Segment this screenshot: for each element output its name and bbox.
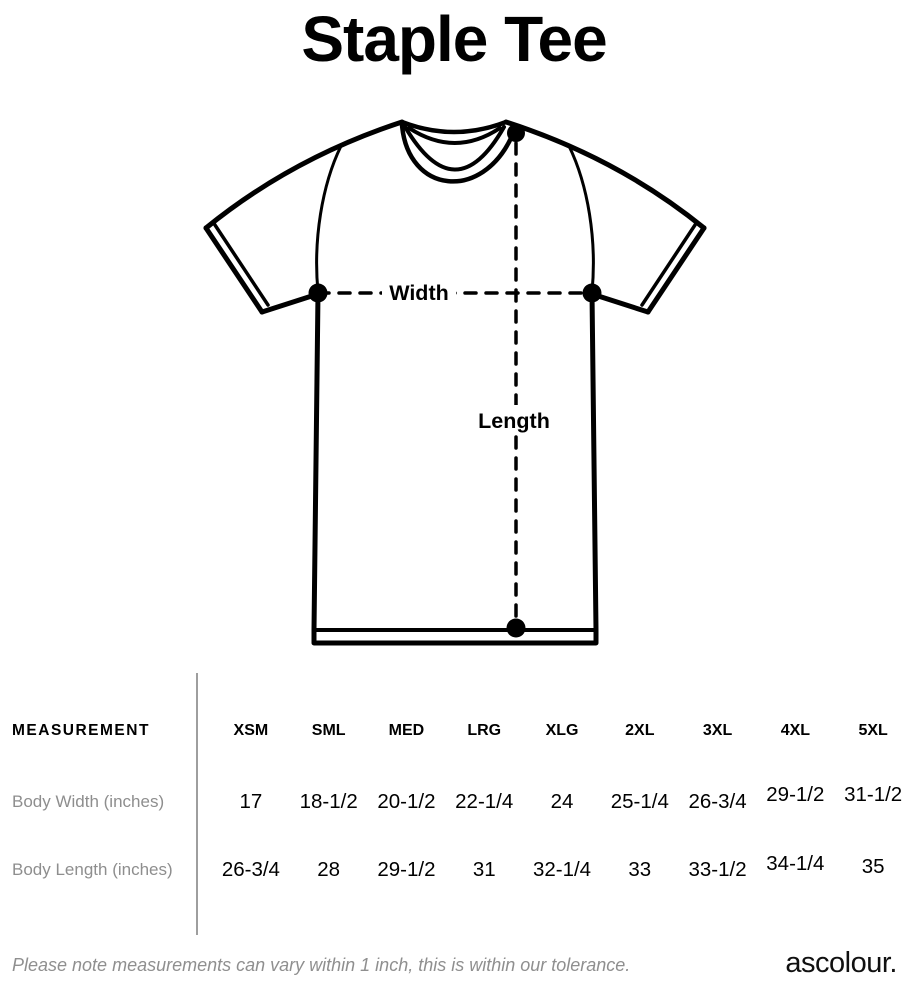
page-title: Staple Tee [301, 3, 607, 75]
table-cell: 25-1/4 [610, 790, 669, 813]
tolerance-note: Please note measurements can vary within… [12, 955, 631, 975]
measurement-header: MEASUREMENT [12, 722, 150, 739]
tee-collar-mid-arc [402, 123, 506, 172]
tee-collar-back-arc [407, 126, 502, 145]
tee-neckline-top [399, 119, 509, 135]
table-cell: 35 [861, 855, 885, 878]
tee-collar-outer-arc [399, 122, 515, 184]
tee-left-sleeve-underside [259, 291, 321, 315]
hem-point-dot [506, 618, 526, 638]
tee-right-armhole-seam [567, 144, 595, 294]
table-cell: 31 [472, 858, 496, 881]
size-column-header: XLG [545, 722, 579, 739]
size-column-header: 2XL [625, 722, 655, 739]
table-cell: 26-3/4 [688, 790, 747, 813]
size-column-header: 3XL [702, 722, 733, 739]
table-cell: 29-1/2 [377, 858, 436, 881]
table-cell: 24 [550, 790, 574, 813]
table-divider [196, 673, 198, 935]
row-value-cells: 26-3/4 28 29-1/2 31 32-1/4 33 33-1/2 34-1/4 35 [212, 852, 908, 882]
right-armpit-dot [582, 283, 602, 303]
size-header-cells: XSM SML MED LRG XLG 2XL 3XL 4XL 5XL [212, 721, 908, 741]
left-armpit-dot [308, 283, 328, 303]
tee-body-outline [311, 290, 599, 646]
row-value-cells: 17 18-1/2 20-1/2 22-1/4 24 25-1/4 26-3/4 29-1/2… [212, 783, 908, 814]
brand-logo: ascolour. [785, 947, 897, 979]
table-cell: 22-1/4 [455, 790, 514, 813]
tee-left-shoulder [203, 119, 405, 231]
length-label-backing [476, 405, 553, 435]
tee-diagram: Width Length [203, 119, 707, 646]
tee-left-cuff-inner [211, 220, 270, 307]
table-cell: 33 [628, 858, 652, 881]
size-column-header: LRG [467, 722, 502, 739]
size-column-header: 4XL [780, 722, 811, 739]
tee-right-sleeve-underside [589, 291, 651, 315]
size-column-header: 5XL [858, 722, 888, 739]
tee-left-cuff [203, 225, 265, 315]
table-cell: 33-1/2 [688, 858, 747, 881]
length-label: Length [478, 409, 550, 433]
table-cell: 34-1/4 [766, 852, 825, 875]
table-cell: 26-3/4 [221, 858, 280, 881]
row-label: Body Width (inches) [12, 792, 165, 811]
tee-left-armhole-seam [315, 144, 343, 294]
width-label-backing [382, 278, 456, 308]
table-cell: 32-1/4 [532, 858, 592, 881]
table-cell: 18-1/2 [299, 790, 358, 813]
table-cell: 17 [239, 790, 263, 813]
size-column-header: XSM [233, 722, 269, 739]
size-column-header: MED [388, 722, 425, 739]
table-cell: 20-1/2 [377, 790, 436, 813]
tee-right-cuff [645, 225, 707, 315]
row-label: Body Length (inches) [12, 860, 173, 879]
table-cell: 28 [317, 858, 341, 881]
width-label: Width [389, 281, 449, 305]
table-cell: 29-1/2 [766, 783, 825, 806]
tee-right-shoulder [503, 119, 707, 231]
size-column-header: SML [311, 722, 346, 739]
table-cell: 31-1/2 [844, 783, 903, 806]
tee-right-cuff-inner [640, 220, 699, 307]
shoulder-point-dot [507, 124, 525, 142]
